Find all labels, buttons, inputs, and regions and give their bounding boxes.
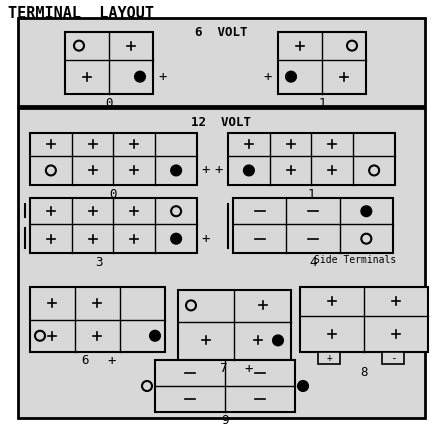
Text: +: + [202, 163, 210, 178]
Text: Side Terminals: Side Terminals [314, 255, 396, 265]
Text: 8: 8 [360, 365, 368, 378]
Circle shape [298, 381, 308, 391]
Text: 1: 1 [308, 187, 315, 201]
Text: +: + [202, 232, 210, 246]
Circle shape [150, 331, 160, 341]
Text: 9: 9 [221, 415, 229, 427]
Bar [278, 32, 366, 94]
Bar [18, 18, 425, 106]
Bar [318, 352, 340, 364]
Bar [30, 287, 165, 352]
Text: +: + [159, 70, 167, 84]
Circle shape [171, 234, 181, 244]
Bar [18, 108, 425, 418]
Bar [30, 133, 197, 185]
Bar [233, 198, 393, 253]
Circle shape [361, 206, 371, 216]
Bar [382, 352, 404, 364]
Text: +: + [326, 353, 332, 363]
Text: -: - [390, 353, 396, 363]
Text: 4: 4 [309, 256, 317, 268]
Circle shape [244, 165, 254, 175]
Bar [300, 287, 428, 352]
Circle shape [286, 72, 296, 82]
Bar [65, 32, 153, 94]
Text: +: + [244, 362, 253, 376]
Text: +: + [215, 163, 223, 178]
Text: 12  VOLT: 12 VOLT [191, 116, 251, 128]
Circle shape [171, 165, 181, 175]
Circle shape [273, 335, 283, 346]
Text: +: + [107, 354, 116, 368]
Circle shape [135, 72, 145, 82]
Text: TERMINAL  LAYOUT: TERMINAL LAYOUT [8, 5, 154, 20]
Bar [155, 360, 295, 412]
Bar [178, 290, 291, 360]
Text: 7: 7 [219, 362, 226, 376]
Text: 0: 0 [110, 187, 117, 201]
Text: 3: 3 [95, 256, 102, 268]
Text: +: + [264, 70, 272, 84]
Bar [30, 198, 197, 253]
Text: 6  VOLT: 6 VOLT [195, 26, 247, 39]
Text: 1: 1 [318, 97, 326, 109]
Text: 6: 6 [82, 354, 89, 368]
Text: 0: 0 [105, 97, 113, 109]
Bar [228, 133, 395, 185]
